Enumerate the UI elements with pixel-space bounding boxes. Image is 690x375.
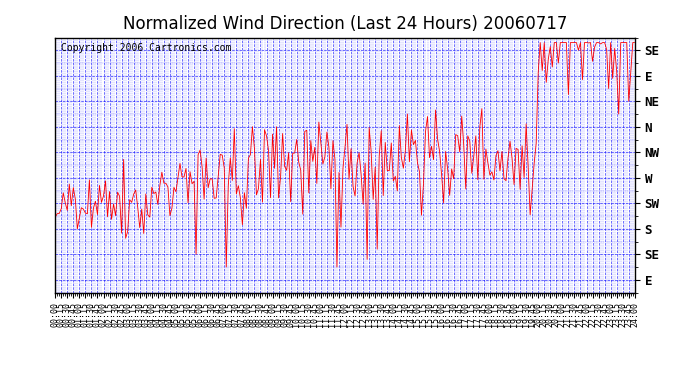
Text: Copyright 2006 Cartronics.com: Copyright 2006 Cartronics.com [61, 43, 231, 52]
Text: Normalized Wind Direction (Last 24 Hours) 20060717: Normalized Wind Direction (Last 24 Hours… [123, 15, 567, 33]
